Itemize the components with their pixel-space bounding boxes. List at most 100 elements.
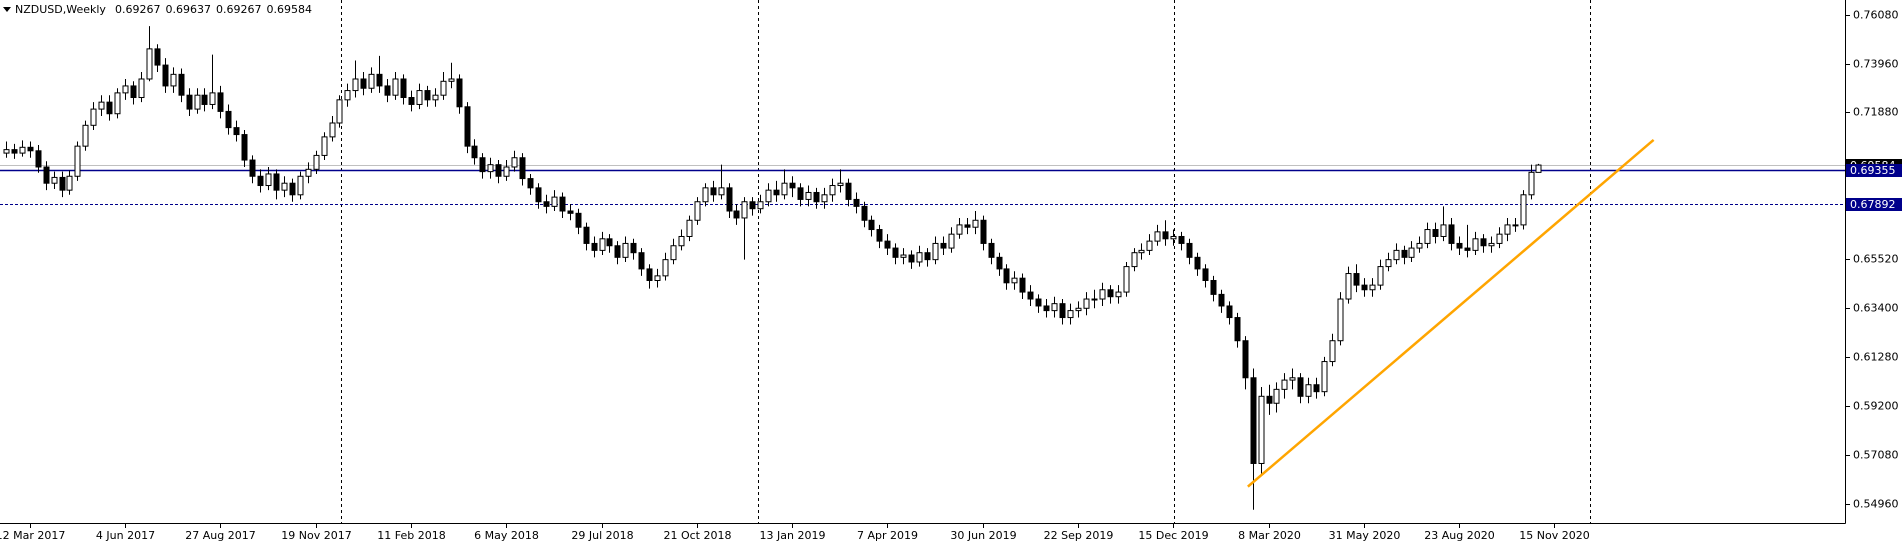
- candle-body: [233, 127, 240, 136]
- candle-body: [527, 178, 534, 189]
- trendline: [1247, 138, 1655, 488]
- candle-body: [900, 254, 907, 258]
- x-tick-label: 30 Jun 2019: [950, 529, 1016, 542]
- candle-body: [146, 48, 153, 80]
- candle-body: [1385, 259, 1392, 268]
- candle-body: [352, 78, 359, 92]
- candle-body: [837, 182, 844, 187]
- candle-body: [384, 85, 391, 96]
- candle-body: [1377, 266, 1384, 286]
- candle-body: [948, 233, 955, 249]
- candle-body: [1289, 377, 1296, 381]
- candle-body: [495, 164, 502, 177]
- candle-body: [789, 182, 796, 189]
- candle-body: [313, 154, 320, 170]
- candle-body: [829, 185, 836, 196]
- candle-body: [1242, 340, 1249, 379]
- candle-body: [1250, 377, 1257, 464]
- candle-body: [194, 94, 201, 110]
- candle-body: [567, 210, 574, 214]
- candle-body: [1051, 303, 1058, 312]
- candle-body: [924, 252, 931, 261]
- candle-body: [1472, 238, 1479, 251]
- candle-body: [162, 64, 169, 87]
- candle-body: [74, 145, 81, 177]
- candle-body: [1273, 388, 1280, 404]
- candle-body: [662, 259, 669, 277]
- candle-body: [1432, 229, 1439, 237]
- candle-body: [1464, 247, 1471, 251]
- candle-body: [392, 78, 399, 96]
- candle-body: [305, 168, 312, 177]
- candle-body: [718, 187, 725, 196]
- candle-body: [471, 145, 478, 159]
- candle-body: [638, 252, 645, 270]
- y-tick-label: 0.71880: [1853, 106, 1899, 119]
- candle-body: [400, 78, 407, 99]
- candle-body: [281, 182, 288, 191]
- x-tick-label: 11 Feb 2018: [377, 529, 445, 542]
- candle-body: [11, 149, 18, 154]
- candle-body: [702, 187, 709, 203]
- candle-body: [1520, 194, 1527, 226]
- candle-body: [217, 92, 224, 112]
- candle-body: [1011, 277, 1018, 284]
- candle-body: [122, 85, 129, 94]
- y-tick-label: 0.73960: [1853, 58, 1899, 71]
- candle-body: [710, 187, 717, 196]
- x-tick-label: 31 May 2020: [1329, 529, 1401, 542]
- candle-body: [853, 198, 860, 207]
- candle-body: [1226, 305, 1233, 319]
- candle-body: [368, 73, 375, 89]
- candle-body: [1186, 242, 1193, 258]
- candle-body: [360, 78, 367, 89]
- candle-body: [606, 238, 613, 247]
- candle-body: [321, 136, 328, 156]
- candle-body: [972, 219, 979, 228]
- candle-body: [1210, 279, 1217, 295]
- candle-body: [19, 146, 26, 154]
- candle-body: [138, 78, 145, 99]
- candle-body: [694, 201, 701, 221]
- header-close: 0.69584: [266, 3, 312, 16]
- candle-body: [1456, 242, 1463, 249]
- axes: 0.76080 0.73960 0.71880 0.65520 0.63400 0.612…: [0, 9, 1902, 542]
- candle-body: [27, 146, 34, 152]
- menu-arrow[interactable]: [3, 7, 11, 12]
- x-tick-label: 8 Mar 2020: [1238, 529, 1301, 542]
- header-open: 0.69267: [115, 3, 161, 16]
- candle-body: [503, 166, 510, 177]
- candle-body: [106, 101, 113, 115]
- candle-body: [956, 224, 963, 235]
- candle-body: [781, 182, 788, 196]
- candle-body: [749, 201, 756, 210]
- y-tick-label: 0.65520: [1853, 253, 1899, 266]
- candle-body: [1353, 273, 1360, 286]
- candle-body: [265, 173, 272, 187]
- x-tick-label: 7 Apr 2019: [857, 529, 918, 542]
- candle-body: [591, 242, 598, 251]
- y-tick-label: 0.57080: [1853, 449, 1899, 462]
- candle-body: [559, 196, 566, 212]
- candle-body: [1146, 240, 1153, 251]
- x-tick-label: 21 Oct 2018: [663, 529, 731, 542]
- candle-body: [464, 106, 471, 147]
- candle-body: [1329, 340, 1336, 363]
- candle-body: [178, 73, 185, 96]
- candle-body: [201, 94, 208, 105]
- candle-body: [797, 187, 804, 200]
- candle-body: [1218, 293, 1225, 307]
- candle-body: [1059, 303, 1066, 319]
- symbol-title: NZDUSD,Weekly: [15, 3, 106, 16]
- candle-body: [1138, 249, 1145, 254]
- candle-body: [765, 189, 772, 203]
- candle-body: [35, 150, 42, 168]
- candle-body: [908, 254, 915, 263]
- hline-label: 0.69355: [1850, 164, 1896, 177]
- candle-body: [1162, 231, 1169, 240]
- candle-body: [1266, 395, 1273, 404]
- candle-body: [1202, 268, 1209, 281]
- candle-body: [479, 157, 486, 173]
